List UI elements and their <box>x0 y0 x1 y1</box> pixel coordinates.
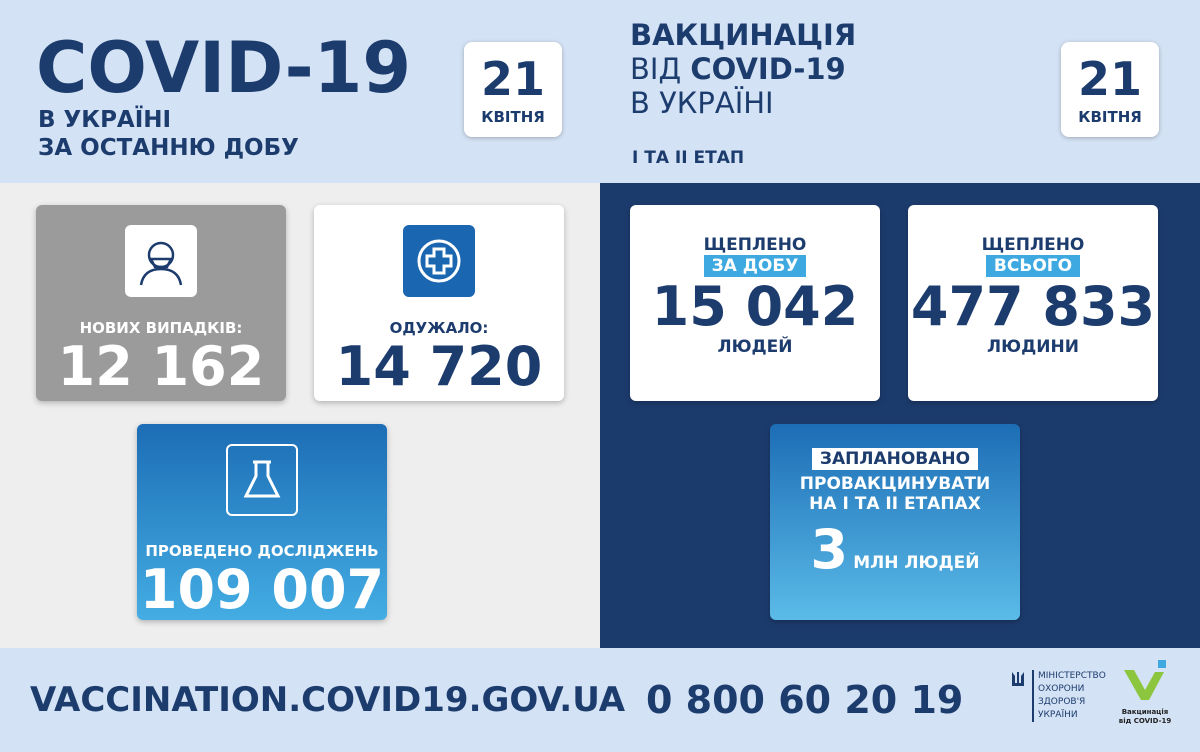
total-value: 477 833 <box>910 275 1156 338</box>
website-link[interactable]: VACCINATION.COVID19.GOV.UA <box>30 680 626 720</box>
medical-cross-icon <box>403 225 475 297</box>
recovered-value: 14 720 <box>335 335 543 398</box>
v-logo-icon <box>1124 660 1166 700</box>
total-vaccinated-card: ЩЕПЛЕНО ВСЬОГО 477 833 ЛЮДИНИ <box>908 205 1158 401</box>
planned-line2: НА І ТА ІІ ЕТАПАХ <box>809 494 981 514</box>
ministry-logo: МІНІСТЕРСТВО ОХОРОНИ ЗДОРОВ'Я УКРАЇНИ <box>1010 670 1106 722</box>
date-badge: 21 КВІТНЯ <box>464 42 562 137</box>
sick-person-icon <box>125 225 197 297</box>
daily-label: ЩЕПЛЕНО <box>703 235 807 255</box>
daily-vaccinated-card: ЩЕПЛЕНО ЗА ДОБУ 15 042 ЛЮДЕЙ <box>630 205 880 401</box>
date-month: КВІТНЯ <box>481 108 545 126</box>
tests-value: 109 007 <box>139 558 385 621</box>
daily-tag: ЗА ДОБУ <box>703 255 807 277</box>
date-day: 21 <box>1077 52 1142 106</box>
tests-label: ПРОВЕДЕНО ДОСЛІДЖЕНЬ <box>145 542 379 560</box>
daily-unit: ЛЮДЕЙ <box>717 337 793 357</box>
vaccination-title: ВАКЦИНАЦІЯ <box>630 18 857 52</box>
new-cases-label: НОВИХ ВИПАДКІВ: <box>79 319 243 337</box>
new-cases-card: НОВИХ ВИПАДКІВ: 12 162 <box>36 205 286 401</box>
covid-title: COVID-19 <box>36 27 412 109</box>
total-unit: ЛЮДИНИ <box>987 337 1079 357</box>
title-from: ВІД <box>630 52 691 86</box>
planned-card: ЗАПЛАНОВАНО ПРОВАКЦИНУВАТИ НА І ТА ІІ ЕТ… <box>770 424 1020 620</box>
vaccination-logo: Вакцинація від COVID-19 <box>1110 658 1180 726</box>
trident-icon <box>1012 672 1024 686</box>
hotline-phone[interactable]: 0 800 60 20 19 <box>646 678 964 722</box>
subtitle-last-day: ЗА ОСТАННЮ ДОБУ <box>38 135 299 161</box>
footer: VACCINATION.COVID19.GOV.UA 0 800 60 20 1… <box>0 648 1200 752</box>
ministry-line: УКРАЇНИ <box>1038 710 1078 720</box>
planned-line1: ПРОВАКЦИНУВАТИ <box>799 474 991 494</box>
total-tag: ВСЬОГО <box>985 255 1081 277</box>
stage-label: І ТА ІІ ЕТАП <box>632 148 745 168</box>
subtitle-ukraine: В УКРАЇНІ <box>38 107 172 133</box>
date-month: КВІТНЯ <box>1078 108 1142 126</box>
new-cases-value: 12 162 <box>57 335 265 398</box>
right-panel: ЩЕПЛЕНО ЗА ДОБУ 15 042 ЛЮДЕЙ ЩЕПЛЕНО ВСЬ… <box>600 183 1200 648</box>
planned-tag: ЗАПЛАНОВАНО <box>811 448 979 470</box>
title-covid: COVID-19 <box>690 52 846 86</box>
ministry-line: ЗДОРОВ'Я <box>1038 697 1086 707</box>
planned-unit: МЛН ЛЮДЕЙ <box>853 553 980 573</box>
logo-text: від COVID-19 <box>1118 717 1172 725</box>
total-label: ЩЕПЛЕНО <box>981 235 1085 255</box>
logo-text: Вакцинація <box>1121 708 1169 716</box>
left-panel: НОВИХ ВИПАДКІВ: 12 162 ОДУЖАЛО: 14 720 П… <box>0 183 600 648</box>
date-day: 21 <box>480 52 545 106</box>
recovered-label: ОДУЖАЛО: <box>389 319 489 337</box>
daily-value: 15 042 <box>651 275 859 338</box>
ministry-line: ОХОРОНИ <box>1038 684 1085 694</box>
recovered-card: ОДУЖАЛО: 14 720 <box>314 205 564 401</box>
left-header: COVID-19 В УКРАЇНІ ЗА ОСТАННЮ ДОБУ 21 КВ… <box>0 0 600 183</box>
title-ukraine: В УКРАЇНІ <box>630 86 774 120</box>
ministry-line: МІНІСТЕРСТВО <box>1038 671 1106 681</box>
date-badge: 21 КВІТНЯ <box>1061 42 1159 137</box>
tests-card: ПРОВЕДЕНО ДОСЛІДЖЕНЬ 109 007 <box>137 424 387 620</box>
right-header: ВАКЦИНАЦІЯ ВІД COVID-19 В УКРАЇНІ І ТА І… <box>600 0 1200 183</box>
planned-value: 3 <box>810 518 849 581</box>
flask-icon <box>226 444 298 516</box>
